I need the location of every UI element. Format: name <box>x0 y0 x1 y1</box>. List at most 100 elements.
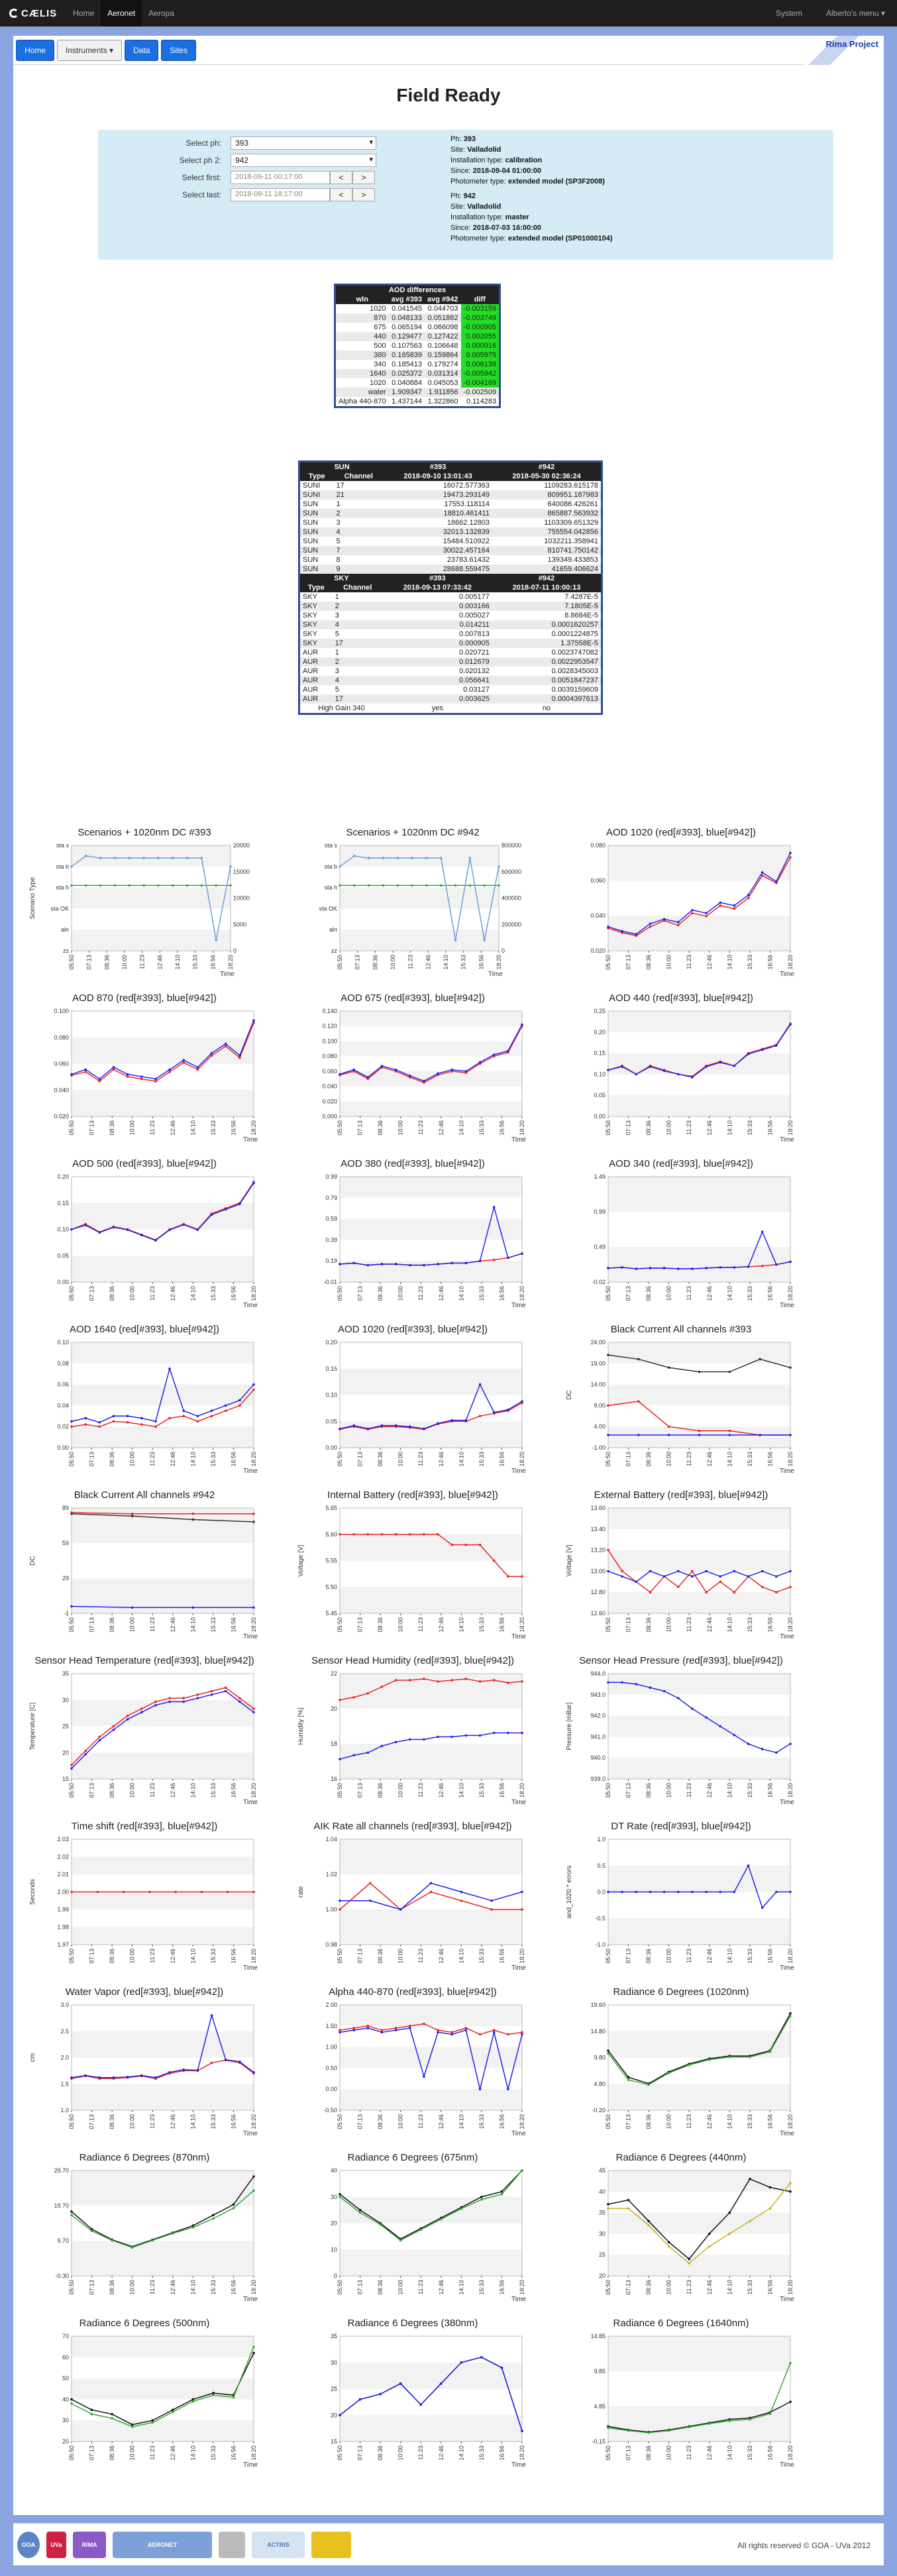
data-point <box>708 2058 711 2061</box>
data-point <box>353 884 356 887</box>
data-button[interactable]: Data <box>125 40 159 61</box>
footer: GOA UVa RIMA AERONET ACTRIS All rights r… <box>13 2523 884 2565</box>
x-tick-label: 14:10 <box>726 2445 733 2461</box>
data-point <box>492 1206 496 1208</box>
nav-aeropa[interactable]: Aeropa <box>148 9 174 18</box>
first-next-button[interactable]: > <box>352 171 375 184</box>
data-point <box>339 2195 341 2198</box>
x-tick-label: 08:36 <box>109 2114 115 2129</box>
chart-title: AOD 380 (red[#393], blue[#942]) <box>341 1158 485 1169</box>
actris-logo[interactable]: ACTRIS <box>252 2532 305 2558</box>
data-point <box>621 1681 623 1684</box>
nav-home[interactable]: Home <box>73 9 95 18</box>
last-next-button[interactable]: > <box>352 188 375 201</box>
data-point <box>705 914 708 918</box>
aeronet-logo[interactable]: AERONET <box>113 2532 212 2558</box>
x-tick-label: 10:00 <box>397 2114 404 2129</box>
x-tick-label: 18:20 <box>519 1120 525 1136</box>
x-tick-label: 07:13 <box>625 1452 632 1467</box>
table-row: 870 0.048133 0.051882 -0.003749 <box>336 313 500 323</box>
data-point <box>789 1434 792 1436</box>
nav-aeronet[interactable]: Aeronet <box>101 0 142 27</box>
data-point <box>182 1059 185 1061</box>
chart-title: Black Current All channels #942 <box>74 1489 215 1501</box>
data-point <box>667 2429 670 2432</box>
rima-logo[interactable]: RIMA <box>73 2532 106 2558</box>
sites-button[interactable]: Sites <box>161 40 197 61</box>
grid-band <box>72 930 231 951</box>
instruments-button[interactable]: Instruments ▾ <box>57 40 123 61</box>
last-date-input[interactable]: 2018-09-11 18:17:00 <box>231 188 330 201</box>
x-tick-label: 10:00 <box>397 1617 404 1633</box>
data-point <box>339 2029 341 2031</box>
brand-logo[interactable]: CÆLIS <box>0 8 66 19</box>
data-point <box>399 2239 402 2242</box>
x-tick-label: 10:00 <box>666 1783 672 1798</box>
series-line <box>339 1383 523 1430</box>
nav-system[interactable]: System <box>775 9 802 18</box>
data-point <box>366 2027 370 2029</box>
table-cell: 340 <box>374 360 386 368</box>
y-tick-label: 0.25 <box>594 1008 606 1014</box>
plot-area <box>339 845 500 951</box>
goa-logo[interactable]: GOA <box>17 2532 40 2558</box>
x-axis-label: Time <box>780 1136 794 1143</box>
table-cell: 809951.187983 <box>492 490 601 500</box>
spain-gov-logo[interactable] <box>311 2532 351 2558</box>
data-point <box>507 1575 509 1578</box>
y-tick-label: 0.08 <box>57 1360 69 1367</box>
data-point <box>70 2214 73 2217</box>
data-point <box>464 1734 468 1737</box>
y-tick-label: 2.5 <box>60 2028 69 2035</box>
data-point <box>380 1065 384 1067</box>
x-tick-label: 12:46 <box>706 1783 713 1798</box>
ph-select[interactable]: 393 <box>231 136 376 150</box>
x-tick-label: 12:46 <box>706 1120 713 1136</box>
ph2-select[interactable]: 942 <box>231 154 376 167</box>
series-line <box>71 1020 254 1080</box>
data-point <box>224 1686 227 1689</box>
x-axis-label: Time <box>511 1302 526 1309</box>
x-tick-label: 18:20 <box>519 1783 525 1798</box>
data-point <box>185 884 189 887</box>
table-cell: 1109283.615178 <box>544 482 598 490</box>
last-prev-button[interactable]: < <box>330 188 352 201</box>
data-point <box>252 2175 255 2178</box>
grid-band <box>608 2084 790 2110</box>
first-date-input[interactable]: 2018-09-11 00:17:00 <box>231 171 330 184</box>
x-axis-label: Time <box>511 2296 526 2302</box>
x-tick-label: 11:23 <box>417 1949 424 1963</box>
uva-logo[interactable]: UVa <box>46 2532 66 2558</box>
x-tick-label: 10:00 <box>666 1617 672 1633</box>
y-tick-label: 35 <box>62 1670 69 1677</box>
series-line <box>339 1678 523 1701</box>
x-tick-label: 10:00 <box>397 1949 404 1964</box>
data-point <box>196 1068 199 1071</box>
user-menu[interactable]: Alberto's menu ▾ <box>825 9 885 18</box>
first-prev-button[interactable]: < <box>330 171 352 184</box>
home-button[interactable]: Home <box>16 40 55 61</box>
data-point <box>84 1749 87 1752</box>
grid-band <box>72 1037 254 1064</box>
data-point <box>90 2408 93 2412</box>
data-point <box>708 2232 711 2235</box>
plot-area <box>71 1673 254 1780</box>
y-tick-label: 0.59 <box>325 1216 337 1222</box>
ph1-info: Ph: 393 Site: Valladolid Installation type… <box>450 134 605 187</box>
x-tick-label: 12:46 <box>438 1783 445 1798</box>
rima-project-logo[interactable]: Rima Project <box>804 36 884 65</box>
x-tick-label: 14:10 <box>189 1452 196 1467</box>
data-point <box>131 2425 134 2428</box>
data-point <box>460 2207 463 2210</box>
data-point <box>478 1543 482 1546</box>
chart-panel: Radiance 6 Degrees (675nm) 0 10 20 30 40 05:50… <box>293 2152 532 2308</box>
table-cell: 9 <box>333 564 384 574</box>
series-line <box>608 2182 791 2264</box>
grid-band <box>72 1892 254 1909</box>
plot-area <box>607 845 791 951</box>
partner-logo[interactable] <box>219 2532 245 2558</box>
x-tick-label: 12:46 <box>170 1949 176 1964</box>
